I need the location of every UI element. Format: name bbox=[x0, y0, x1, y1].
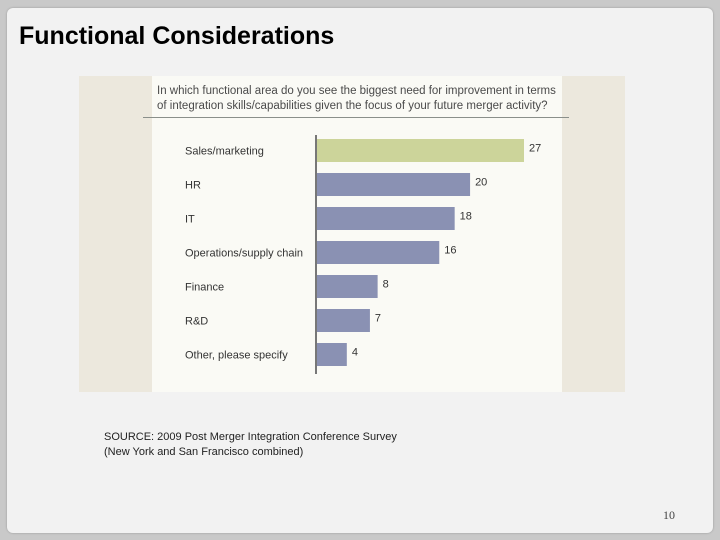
chart-panel bbox=[152, 76, 562, 392]
bar-3 bbox=[316, 241, 440, 264]
bar-5 bbox=[316, 309, 370, 332]
value-label-3: 16 bbox=[444, 245, 456, 257]
chart-title-rule bbox=[143, 117, 569, 118]
value-label-2: 18 bbox=[460, 211, 472, 223]
category-label-4: Finance bbox=[185, 282, 224, 294]
value-label-5: 7 bbox=[375, 313, 381, 325]
value-label-1: 20 bbox=[475, 177, 487, 189]
source-note: SOURCE: 2009 Post Merger Integration Con… bbox=[104, 430, 397, 460]
slide-title: Functional Considerations bbox=[19, 22, 335, 50]
value-label-0: 27 bbox=[529, 143, 541, 155]
category-label-0: Sales/marketing bbox=[185, 146, 264, 158]
bar-4 bbox=[316, 275, 378, 298]
bar-0 bbox=[316, 139, 524, 162]
value-label-6: 4 bbox=[352, 347, 358, 359]
source-line-2: (New York and San Francisco combined) bbox=[104, 446, 304, 458]
value-label-4: 8 bbox=[383, 279, 389, 291]
page-number: 10 bbox=[663, 508, 675, 522]
category-label-6: Other, please specify bbox=[185, 350, 288, 362]
source-line-1: SOURCE: 2009 Post Merger Integration Con… bbox=[104, 431, 397, 443]
category-label-2: IT bbox=[185, 214, 195, 226]
category-label-3: Operations/supply chain bbox=[185, 248, 303, 260]
bar-2 bbox=[316, 207, 455, 230]
category-label-5: R&D bbox=[185, 316, 208, 328]
bar-6 bbox=[316, 343, 347, 366]
chart-title: In which functional area do you see the … bbox=[157, 85, 556, 112]
category-label-1: HR bbox=[185, 180, 201, 192]
bar-1 bbox=[316, 173, 471, 196]
